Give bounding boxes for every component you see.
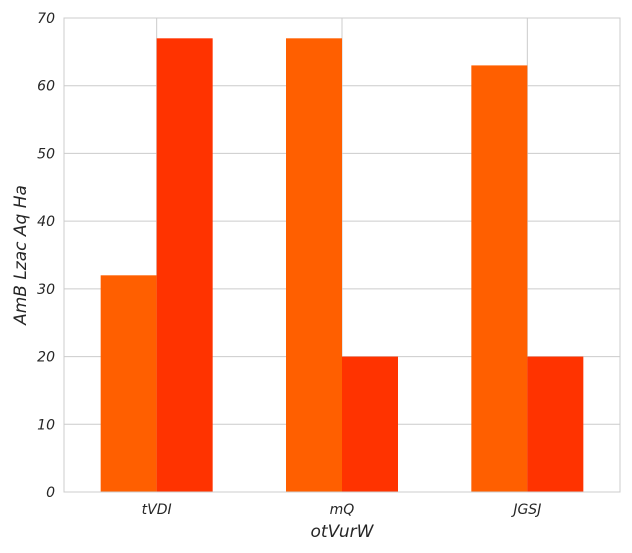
bar-JGSJ-series-2 — [527, 356, 584, 492]
x-tick-labels: tVDI mQ JGSJ — [142, 502, 542, 518]
bar-mQ-series-1 — [286, 38, 342, 493]
x-tick-label: mQ — [330, 502, 355, 518]
y-tick-label: 20 — [37, 350, 55, 366]
y-tick-label: 70 — [37, 11, 55, 27]
x-tick-label: JGSJ — [510, 502, 541, 518]
plot-frame — [63, 17, 621, 493]
bars — [100, 38, 584, 493]
y-axis-label: AmB Lzac Aq Ha — [11, 185, 31, 326]
bar-JGSJ-series-1 — [471, 65, 528, 493]
y-tick-labels: 0 10 20 30 40 50 60 70 — [37, 11, 55, 501]
bar-mQ-series-2 — [342, 356, 398, 492]
bar-tVDI-series-2 — [156, 38, 213, 493]
y-tick-label: 40 — [37, 214, 55, 230]
y-tick-label: 60 — [37, 79, 55, 95]
x-tick-label: tVDI — [142, 502, 172, 518]
x-axis-label: otVurW — [311, 522, 375, 542]
y-tick-label: 0 — [46, 485, 55, 501]
y-tick-label: 30 — [37, 282, 55, 298]
y-tick-label: 10 — [37, 417, 55, 433]
bar-tVDI-series-1 — [100, 275, 157, 492]
y-tick-label: 50 — [37, 146, 55, 162]
